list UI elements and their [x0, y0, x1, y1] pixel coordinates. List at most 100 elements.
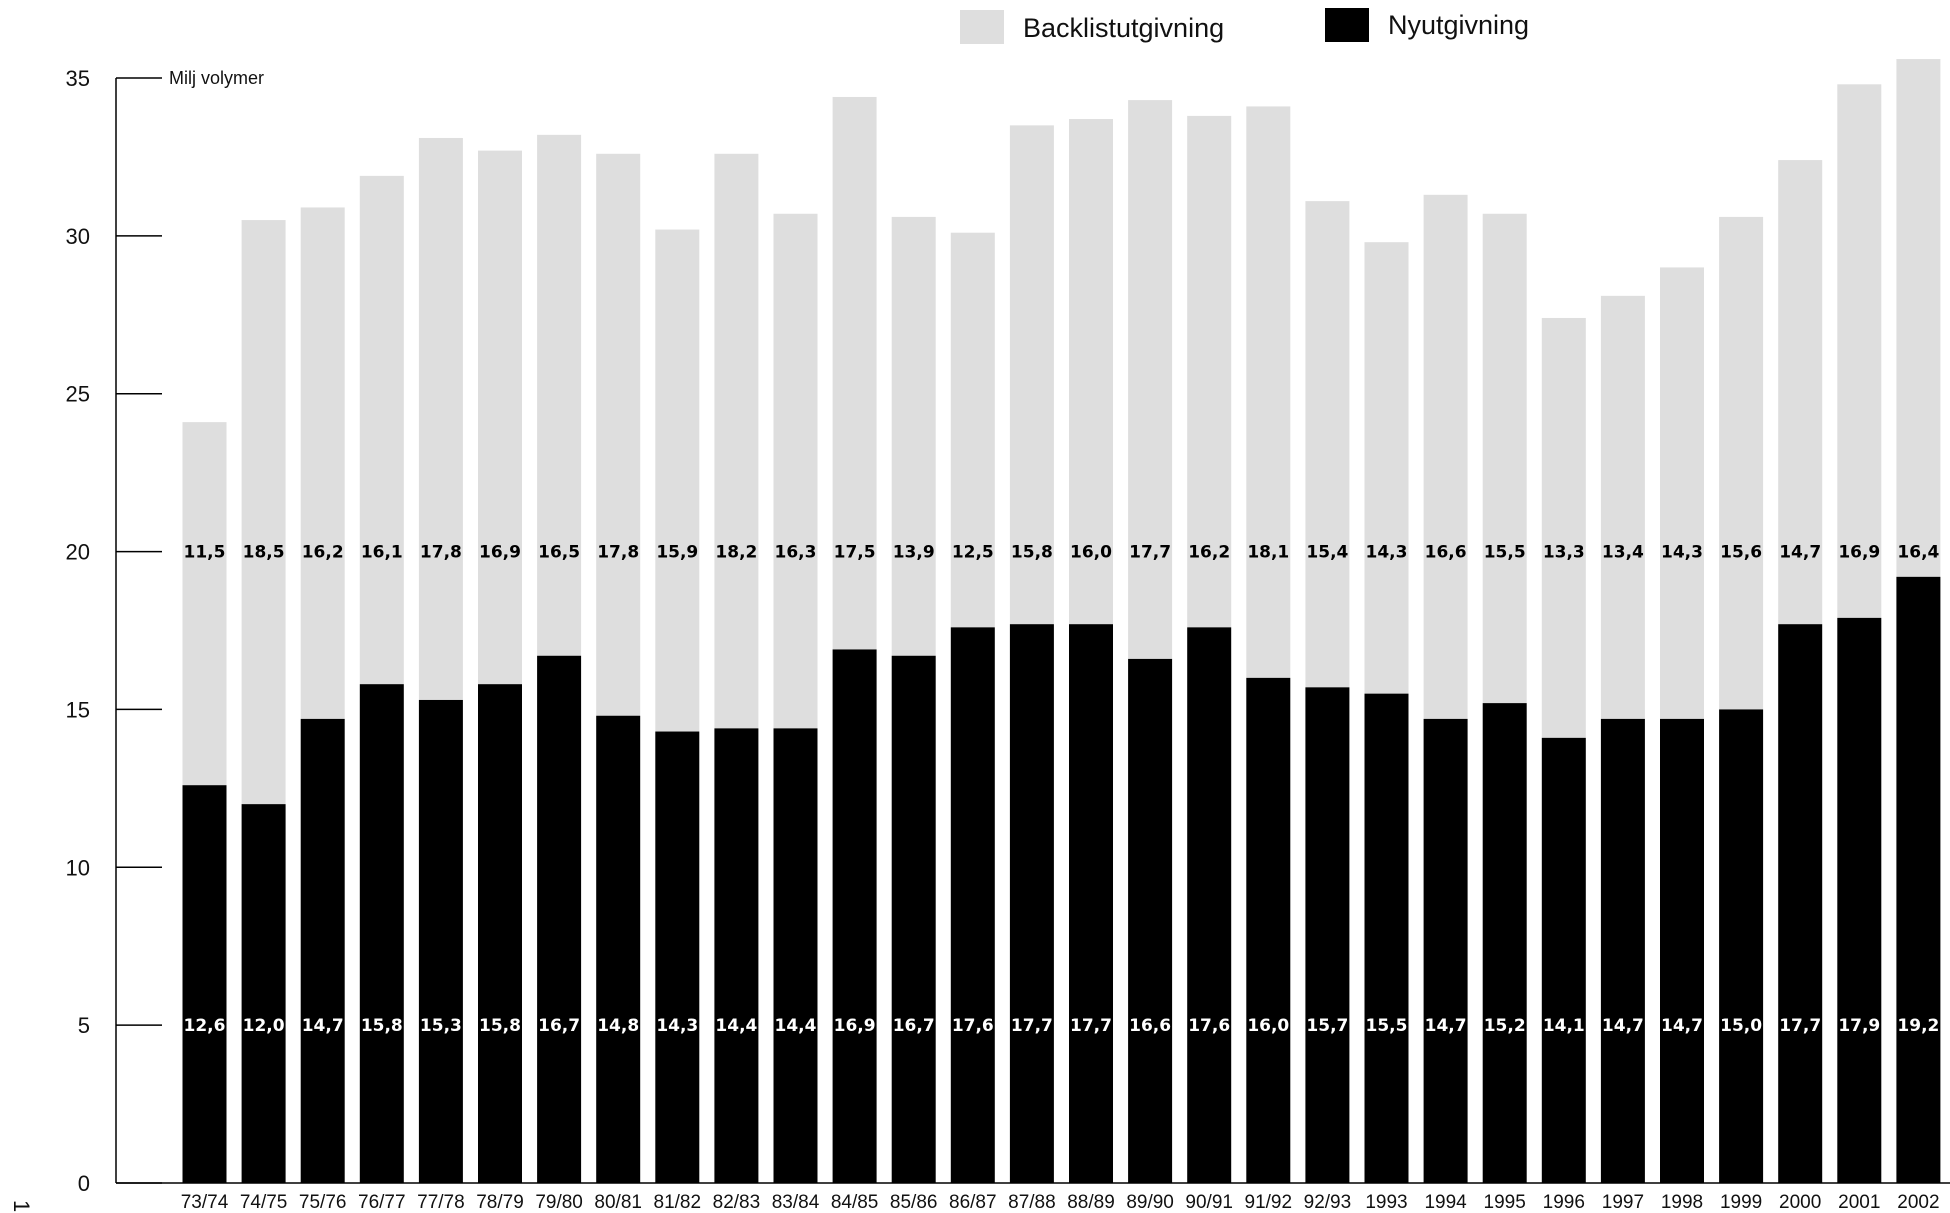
value-label-nyutgivning: 14,3	[656, 1016, 698, 1036]
value-label-nyutgivning: 14,7	[302, 1016, 344, 1036]
value-label-nyutgivning: 14,4	[775, 1016, 817, 1036]
value-label-backlist: 16,9	[479, 543, 521, 563]
value-label-nyutgivning: 15,8	[361, 1016, 403, 1036]
bar-nyutgivning	[1246, 677, 1291, 1183]
bar-nyutgivning	[1778, 624, 1823, 1183]
value-label-backlist: 14,7	[1779, 543, 1821, 563]
y-tick-label: 25	[66, 382, 90, 407]
bar-backlist	[773, 213, 818, 729]
x-tick-label: 87/88	[1008, 1192, 1056, 1213]
bar-backlist	[1305, 201, 1350, 688]
bar-backlist	[300, 207, 345, 719]
value-label-nyutgivning: 14,7	[1602, 1016, 1644, 1036]
value-label-nyutgivning: 12,6	[184, 1016, 226, 1036]
value-label-backlist: 15,6	[1720, 543, 1762, 563]
value-label-backlist: 14,3	[1661, 543, 1703, 563]
x-tick-label: 86/87	[949, 1192, 997, 1213]
bar-backlist	[1423, 194, 1468, 719]
bar-backlist	[832, 96, 877, 650]
bar-backlist	[182, 422, 227, 786]
bar-nyutgivning	[950, 627, 995, 1183]
x-tick-label: 85/86	[890, 1192, 938, 1213]
bar-nyutgivning	[1069, 624, 1113, 1183]
bar-backlist	[537, 134, 582, 656]
bar-nyutgivning	[1305, 687, 1350, 1183]
bar-backlist	[1896, 59, 1941, 577]
bar-nyutgivning	[1600, 718, 1645, 1183]
bar-backlist	[478, 150, 522, 685]
bar-nyutgivning	[1896, 576, 1941, 1183]
value-label-nyutgivning: 12,0	[243, 1016, 285, 1036]
bar-nyutgivning	[478, 684, 522, 1183]
x-tick-label: 92/93	[1304, 1192, 1352, 1213]
value-label-nyutgivning: 16,0	[1247, 1016, 1289, 1036]
bar-nyutgivning	[1423, 718, 1468, 1183]
bar-backlist	[1009, 125, 1054, 625]
value-label-nyutgivning: 17,6	[1188, 1016, 1230, 1036]
y-tick-label: 35	[66, 66, 90, 91]
value-label-backlist: 16,2	[1188, 543, 1230, 563]
x-tick-label: 82/83	[713, 1192, 761, 1213]
value-label-backlist: 17,8	[597, 543, 639, 563]
value-label-backlist: 17,5	[834, 543, 876, 563]
x-tick-label: 77/78	[417, 1192, 465, 1213]
x-tick-label: 73/74	[181, 1192, 229, 1213]
value-label-backlist: 17,7	[1129, 543, 1171, 563]
bar-backlist	[1541, 317, 1586, 738]
value-label-nyutgivning: 16,7	[538, 1016, 580, 1036]
page-number: 15	[9, 1200, 34, 1213]
value-label-backlist: 16,0	[1070, 543, 1112, 563]
bar-nyutgivning	[241, 804, 286, 1183]
value-label-nyutgivning: 15,8	[479, 1016, 521, 1036]
value-label-backlist: 13,9	[893, 543, 935, 563]
bar-backlist	[1660, 267, 1704, 719]
bar-nyutgivning	[596, 715, 641, 1183]
x-tick-label: 2001	[1838, 1192, 1880, 1213]
value-label-nyutgivning: 15,2	[1484, 1016, 1526, 1036]
x-tick-label: 81/82	[654, 1192, 702, 1213]
bar-backlist	[891, 216, 936, 656]
unit-label: Milj volymer	[169, 68, 264, 88]
bar-backlist	[714, 153, 759, 729]
bar-nyutgivning	[714, 728, 759, 1183]
value-label-backlist: 15,9	[656, 543, 698, 563]
value-label-backlist: 16,3	[775, 543, 817, 563]
value-label-nyutgivning: 16,7	[893, 1016, 935, 1036]
y-tick-label: 15	[66, 697, 90, 722]
value-label-nyutgivning: 14,4	[715, 1016, 757, 1036]
value-labels: 12,6 11,5 12,0 18,5 14,7 16,2 15,8 16,1 15,3 17,8…	[184, 543, 1940, 1037]
value-label-backlist: 15,4	[1306, 543, 1348, 563]
x-tick-label: 80/81	[594, 1192, 642, 1213]
value-label-nyutgivning: 14,1	[1543, 1016, 1585, 1036]
bar-nyutgivning	[832, 649, 877, 1183]
x-tick-label: 1997	[1602, 1192, 1644, 1213]
value-label-nyutgivning: 17,9	[1838, 1016, 1880, 1036]
x-tick-label: 79/80	[535, 1192, 583, 1213]
value-label-nyutgivning: 17,6	[952, 1016, 994, 1036]
x-tick-label: 88/89	[1067, 1192, 1115, 1213]
x-tick-label: 90/91	[1185, 1192, 1233, 1213]
value-label-backlist: 13,3	[1543, 543, 1585, 563]
bar-backlist	[1600, 295, 1645, 719]
bars	[182, 59, 1941, 1183]
bar-backlist	[1837, 84, 1882, 618]
value-label-backlist: 14,3	[1366, 543, 1408, 563]
x-tick-label: 83/84	[772, 1192, 820, 1213]
legend-swatch-backlist	[960, 10, 1004, 44]
bar-nyutgivning	[655, 731, 700, 1183]
legend-swatch-nyutgivning	[1325, 8, 1369, 42]
value-label-backlist: 13,4	[1602, 543, 1644, 563]
bar-backlist	[1246, 106, 1291, 678]
bar-nyutgivning	[1009, 624, 1054, 1183]
value-label-nyutgivning: 16,6	[1129, 1016, 1171, 1036]
value-label-backlist: 11,5	[184, 543, 226, 563]
x-axis: 73/74 74/75 75/76 76/77 77/78 78/79 79/80 80/81…	[116, 1182, 1950, 1213]
x-tick-label: 2000	[1779, 1192, 1821, 1213]
x-tick-label: 89/90	[1126, 1192, 1174, 1213]
bar-nyutgivning	[300, 718, 345, 1183]
bar-backlist	[359, 175, 404, 685]
bar-nyutgivning	[1719, 709, 1764, 1183]
bar-backlist	[1128, 100, 1173, 659]
bar-backlist	[418, 137, 463, 700]
value-label-nyutgivning: 16,9	[834, 1016, 876, 1036]
